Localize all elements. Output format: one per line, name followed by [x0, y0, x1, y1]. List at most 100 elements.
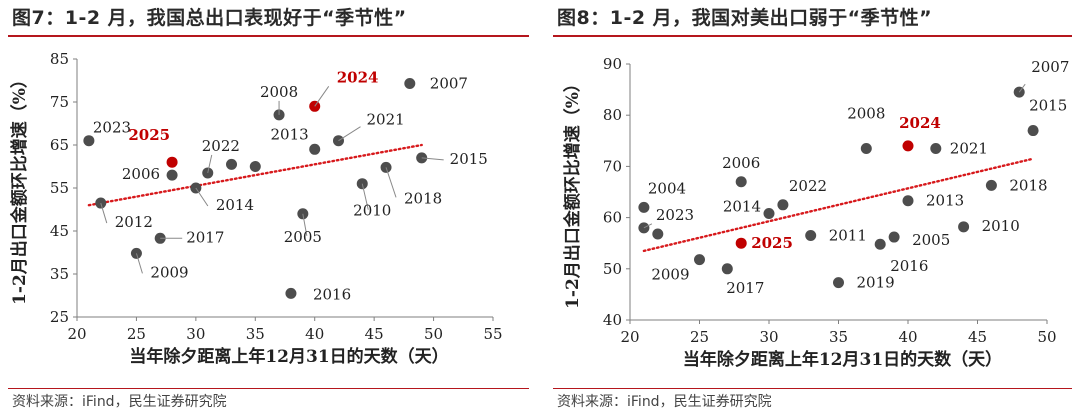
point-label-2024: 2024 [337, 68, 379, 86]
data-point [652, 228, 664, 240]
data-point-2019 [833, 277, 844, 289]
data-point-2013 [902, 195, 914, 207]
trend-line [87, 143, 423, 207]
x-tick-label: 40 [898, 328, 917, 346]
point-label-2015: 2015 [450, 150, 488, 168]
leader-line [207, 154, 213, 174]
point-label-2010: 2010 [982, 217, 1020, 235]
x-axis-title: 当年除夕距离上年12月31日的天数（天） [129, 346, 448, 367]
point-label-2018: 2018 [1009, 176, 1047, 194]
data-point-2022 [777, 199, 789, 211]
leader-line [421, 157, 444, 161]
point-label-2004: 2004 [648, 179, 686, 197]
x-tick-label: 20 [620, 328, 639, 346]
data-point-2004 [638, 201, 650, 213]
point-label-2025: 2025 [751, 234, 793, 252]
data-point-2016 [874, 238, 886, 250]
x-tick-label: 40 [305, 325, 324, 343]
data-point-2025 [166, 156, 178, 168]
title-divider [553, 35, 1072, 37]
y-axis-title: 1-2月出口金额环比增速（%） [9, 71, 30, 305]
point-label-2005: 2005 [284, 228, 322, 246]
x-tick-label: 45 [968, 328, 987, 346]
x-tick-label: 20 [67, 325, 86, 343]
point-label-2005: 2005 [912, 231, 950, 249]
data-point-2021 [930, 142, 942, 154]
point-label-2011: 2011 [829, 227, 867, 245]
data-point-2016 [285, 287, 297, 299]
data-point-2017 [721, 263, 733, 275]
point-label-2023: 2023 [93, 119, 131, 137]
source-note: 资料来源：iFind，民生证券研究院 [557, 394, 772, 410]
leader-line [302, 213, 308, 236]
title-divider [8, 35, 529, 37]
chart-panel-right: 图8：1-2 月，我国对美出口弱于“季节性” 40 50 60 70 80 90 20 25 3… [545, 0, 1080, 416]
point-label-2006: 2006 [722, 154, 760, 172]
leader-line [100, 202, 108, 224]
point-label-2016: 2016 [890, 257, 928, 275]
leader-line [385, 167, 397, 198]
leader-line [1018, 83, 1026, 93]
point-label-2008: 2008 [260, 83, 298, 101]
point-label-2013: 2013 [926, 192, 964, 210]
x-tick-label: 55 [483, 325, 502, 343]
x-tick-label: 50 [424, 325, 443, 343]
point-label-2013: 2013 [271, 125, 309, 143]
point-label-2021: 2021 [366, 111, 404, 129]
point-label-2015: 2015 [1029, 97, 1067, 115]
y-tick-label: 90 [603, 55, 622, 73]
point-label-2017: 2017 [726, 279, 764, 297]
x-axis-title: 当年除夕距离上年12月31日的天数（天） [683, 349, 1002, 370]
y-tick-label: 75 [50, 93, 69, 111]
data-point-2014 [763, 208, 775, 220]
y-tick-label: 70 [603, 157, 622, 175]
source-divider [8, 388, 529, 389]
point-label-2009: 2009 [651, 266, 689, 284]
x-tick-label: 50 [1037, 328, 1056, 346]
data-point-2010 [958, 221, 970, 233]
y-tick-label: 50 [603, 260, 622, 278]
point-label-2012: 2012 [115, 213, 153, 231]
point-label-2008: 2008 [847, 104, 885, 122]
data-point-2006 [166, 169, 178, 181]
leader-line [135, 253, 143, 274]
point-label-2016: 2016 [313, 285, 351, 303]
x-tick-label: 25 [690, 328, 709, 346]
source-divider [553, 388, 1072, 389]
chart-title: 图7：1-2 月，我国总出口表现好于“季节性” [12, 7, 407, 29]
y-tick-label: 60 [603, 209, 622, 227]
point-label-2014: 2014 [723, 198, 761, 216]
chart-panel-left: 图7：1-2 月，我国总出口表现好于“季节性” 25 35 45 55 65 75 85 20… [0, 0, 537, 416]
y-axis-title: 1-2月出口金额环比增速（%） [562, 75, 583, 309]
y-tick-label: 85 [50, 50, 69, 68]
point-label-2023: 2023 [656, 206, 694, 224]
x-tick-label: 35 [246, 325, 265, 343]
data-point-2023 [83, 135, 95, 147]
point-label-2017: 2017 [186, 228, 224, 246]
point-label-2024: 2024 [899, 114, 941, 132]
y-tick-label: 35 [50, 265, 69, 283]
chart-title: 图8：1-2 月，我国对美出口弱于“季节性” [557, 7, 933, 29]
point-label-2014: 2014 [216, 196, 254, 214]
point-label-2022: 2022 [789, 177, 827, 195]
data-point-2008 [860, 142, 872, 154]
x-tick-label: 30 [186, 325, 205, 343]
point-label-2018: 2018 [404, 189, 442, 207]
data-point-2013 [309, 143, 321, 155]
point-label-2009: 2009 [150, 263, 188, 281]
y-tick-label: 40 [603, 311, 622, 329]
leader-line [195, 187, 209, 207]
data-point-2006 [735, 176, 747, 188]
data-point [249, 161, 261, 172]
data-point-2018 [985, 179, 997, 191]
x-tick-label: 45 [365, 325, 384, 343]
leader-line [361, 183, 369, 210]
data-point-2007 [1013, 86, 1025, 98]
trend-line [642, 157, 1035, 253]
leader-line [338, 126, 361, 142]
data-point-2024 [902, 140, 914, 152]
source-note: 资料来源：iFind，民生证券研究院 [12, 394, 227, 410]
data-point-2005 [888, 231, 900, 243]
point-label-2010: 2010 [353, 202, 391, 220]
